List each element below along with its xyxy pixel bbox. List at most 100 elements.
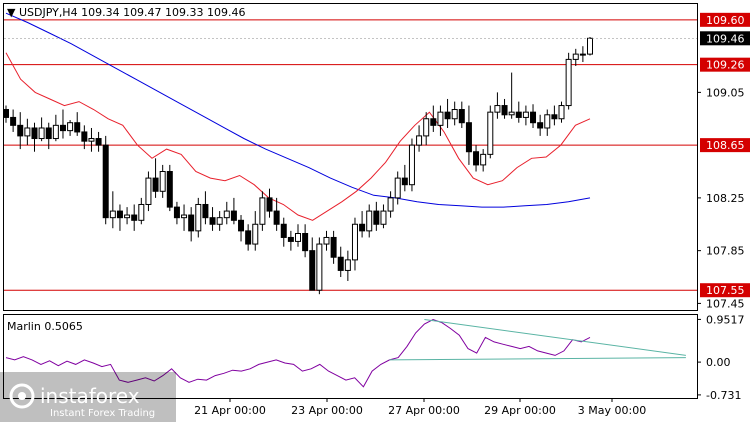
candle <box>95 131 102 152</box>
candle <box>408 138 415 192</box>
candle <box>337 246 344 278</box>
level-price-label: 107.55 <box>706 284 745 297</box>
candle <box>223 201 230 225</box>
candle <box>587 36 593 56</box>
level-price-label: 109.60 <box>706 14 745 27</box>
price-tick-label: 107.85 <box>706 245 745 258</box>
candle <box>252 211 259 251</box>
candle <box>81 125 88 150</box>
candle <box>579 46 586 63</box>
candle <box>373 201 380 231</box>
price-tick-label: 107.45 <box>706 297 745 310</box>
price-tick-label: 109.05 <box>706 86 745 99</box>
candle <box>31 122 38 152</box>
level-price-tag <box>700 57 750 72</box>
candle <box>530 104 537 128</box>
candle <box>330 230 337 264</box>
time-tick-label: 29 Apr 00:00 <box>484 404 556 417</box>
oscillator-tick-label: -0.731 <box>706 389 741 402</box>
candle <box>266 188 273 218</box>
candle <box>181 204 188 231</box>
indicator-lines <box>5 12 591 221</box>
candle <box>295 224 301 247</box>
watermark-tagline: Instant Forex Trading <box>50 408 155 419</box>
candle <box>451 101 458 126</box>
marlin-oscillator <box>5 318 686 388</box>
candle <box>416 125 423 152</box>
candle <box>59 109 66 139</box>
instaforex-logo-icon <box>9 383 35 409</box>
watermark: instaforex Instant Forex Trading <box>0 372 176 422</box>
candle <box>473 145 480 172</box>
candle <box>238 215 245 242</box>
time-tick-label: 27 Apr 00:00 <box>388 404 460 417</box>
level-price-label: 108.65 <box>706 139 745 152</box>
candle <box>166 164 173 212</box>
time-axis: 21 Apr 00:00 23 Apr 00:00 27 Apr 00:00 29 A… <box>194 398 646 417</box>
watermark-brand: instaforex <box>40 384 140 408</box>
candle <box>209 207 216 231</box>
candle <box>131 204 138 231</box>
candle <box>359 211 366 238</box>
candle <box>152 158 159 198</box>
indicator-title: Marlin 0.5065 <box>7 320 83 333</box>
current-price-tag <box>700 31 750 46</box>
candle <box>444 98 451 128</box>
level-price-tag <box>700 138 750 153</box>
level-price-label: 109.26 <box>706 59 745 72</box>
candle <box>501 98 508 119</box>
candle <box>280 217 287 247</box>
oscillator-tick-label: 0.9517 <box>706 313 745 326</box>
current-price-label: 109.46 <box>706 32 745 45</box>
candle <box>430 105 437 132</box>
candle <box>394 171 401 205</box>
candlesticks <box>3 36 593 295</box>
candle <box>522 105 529 126</box>
candle <box>558 101 565 123</box>
candle <box>387 191 394 218</box>
candle <box>515 101 522 123</box>
marlin-line <box>5 318 591 388</box>
candle <box>3 105 9 123</box>
candle <box>10 109 17 132</box>
level-price-tag <box>700 12 750 27</box>
candle <box>565 52 572 110</box>
candle <box>508 72 515 119</box>
time-tick-label: 21 Apr 00:00 <box>194 404 266 417</box>
candle <box>487 105 494 159</box>
candle <box>423 112 430 146</box>
candle <box>537 114 544 136</box>
candle <box>45 122 52 150</box>
candle <box>351 217 358 271</box>
candle <box>572 48 579 66</box>
candle <box>344 250 351 281</box>
candle <box>323 230 330 251</box>
envelope-line <box>5 52 591 221</box>
candle <box>52 114 59 142</box>
candle <box>458 101 465 128</box>
price-axis: 109.05 108.25 107.85 107.45 109.60 109.26 108.… <box>4 12 750 310</box>
candle <box>202 191 209 225</box>
time-tick-label: 23 Apr 00:00 <box>291 404 363 417</box>
moving-average-line <box>5 12 591 208</box>
candle <box>316 237 323 295</box>
candle <box>380 204 387 229</box>
candle <box>494 92 501 119</box>
candle <box>273 197 280 231</box>
candle <box>230 197 237 225</box>
candle <box>188 207 195 242</box>
candle <box>102 135 109 225</box>
candle <box>159 164 166 198</box>
candle <box>138 197 145 225</box>
candle <box>465 105 472 165</box>
candle <box>109 191 116 229</box>
candle <box>124 207 131 225</box>
candle <box>116 204 123 231</box>
candle <box>38 117 45 142</box>
candle <box>259 191 266 231</box>
candle <box>145 171 152 212</box>
candle <box>366 204 373 238</box>
candle <box>195 197 202 238</box>
indicator-panel-frame <box>3 314 698 399</box>
